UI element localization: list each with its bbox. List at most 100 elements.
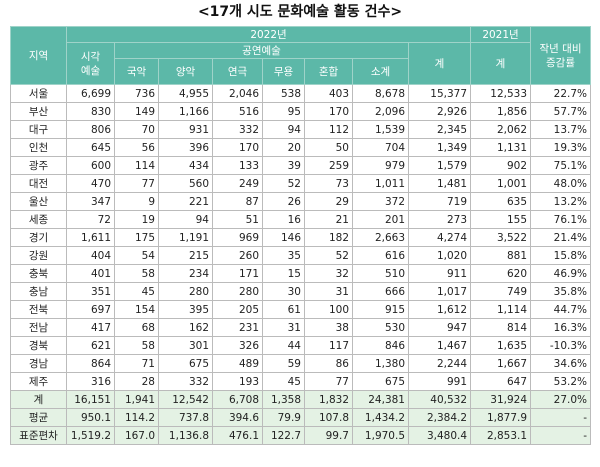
- table-row: 부산 830 149 1,166 516 95 170 2,096 2,926 1,856 57.7…: [10, 102, 592, 121]
- value-cell: 969: [212, 228, 263, 247]
- value-cell: 4,955: [158, 84, 213, 103]
- value-cell: 215: [158, 246, 213, 265]
- value-cell: 9: [114, 192, 159, 211]
- region-cell: 대구: [10, 120, 67, 139]
- value-cell: 31: [304, 282, 353, 301]
- value-cell: 2,244: [407, 354, 472, 373]
- value-cell: 52: [304, 246, 353, 265]
- value-cell: 30: [262, 282, 305, 301]
- value-cell: 647: [470, 372, 532, 391]
- value-cell: 16.3%: [530, 318, 592, 337]
- value-cell: 234: [158, 264, 213, 283]
- value-cell: 15,377: [407, 84, 472, 103]
- value-cell: 1,635: [470, 336, 532, 355]
- value-cell: 1,349: [407, 138, 472, 157]
- value-cell: 15: [262, 264, 305, 283]
- table-row: 충북 401 58 234 171 15 32 510 911 620 46.9%: [10, 264, 592, 283]
- value-cell: 1,136.8: [158, 426, 213, 445]
- value-cell: 146: [262, 228, 305, 247]
- value-cell: 719: [407, 192, 472, 211]
- region-cell: 서울: [10, 84, 67, 103]
- value-cell: 280: [212, 282, 263, 301]
- value-cell: 1,941: [114, 390, 159, 409]
- value-cell: 434: [158, 156, 213, 175]
- value-cell: 401: [66, 264, 115, 283]
- value-cell: 201: [352, 210, 409, 229]
- value-cell: 1,970.5: [352, 426, 409, 445]
- header-cell: 지역: [10, 26, 67, 85]
- value-cell: 635: [470, 192, 532, 211]
- value-cell: 39: [262, 156, 305, 175]
- table-row: 인천 645 56 396 170 20 50 704 1,349 1,131 19.3%: [10, 138, 592, 157]
- value-cell: 2,926: [407, 102, 472, 121]
- header-cell: 연극: [212, 58, 263, 85]
- value-cell: 675: [352, 372, 409, 391]
- value-cell: 881: [470, 246, 532, 265]
- region-cell: 경북: [10, 336, 67, 355]
- value-cell: 2,853.1: [470, 426, 532, 445]
- value-cell: 404: [66, 246, 115, 265]
- value-cell: 50: [304, 138, 353, 157]
- value-cell: 394.6: [212, 408, 263, 427]
- value-cell: 34.6%: [530, 354, 592, 373]
- value-cell: 1,358: [262, 390, 305, 409]
- value-cell: 29: [304, 192, 353, 211]
- value-cell: 75.1%: [530, 156, 592, 175]
- value-cell: 231: [212, 318, 263, 337]
- value-cell: 902: [470, 156, 532, 175]
- value-cell: 2,663: [352, 228, 409, 247]
- value-cell: 13.2%: [530, 192, 592, 211]
- region-cell: 표준편차: [10, 426, 67, 445]
- value-cell: 95: [262, 102, 305, 121]
- table-row: 울산 347 9 221 87 26 29 372 719 635 13.2%: [10, 192, 592, 211]
- value-cell: 70: [114, 120, 159, 139]
- value-cell: 73: [304, 174, 353, 193]
- value-cell: 516: [212, 102, 263, 121]
- region-cell: 전남: [10, 318, 67, 337]
- value-cell: 1,877.9: [470, 408, 532, 427]
- value-cell: 133: [212, 156, 263, 175]
- value-cell: 46.9%: [530, 264, 592, 283]
- value-cell: 21: [304, 210, 353, 229]
- value-cell: 332: [158, 372, 213, 391]
- value-cell: 1,611: [66, 228, 115, 247]
- table-row: 경기 1,611 175 1,191 969 146 182 2,663 4,274 3,522 2…: [10, 228, 592, 247]
- value-cell: 396: [158, 138, 213, 157]
- value-cell: 260: [212, 246, 263, 265]
- region-cell: 울산: [10, 192, 67, 211]
- stats-table: 지역 2022년 2021년 작년 대비 증감률 시각예술 공연예술 계 계 국…: [10, 26, 592, 445]
- value-cell: 24,381: [352, 390, 409, 409]
- value-cell: 915: [352, 300, 409, 319]
- value-cell: 395: [158, 300, 213, 319]
- value-cell: 26: [262, 192, 305, 211]
- value-cell: 170: [212, 138, 263, 157]
- value-cell: 332: [212, 120, 263, 139]
- value-cell: 931: [158, 120, 213, 139]
- value-cell: 600: [66, 156, 115, 175]
- value-cell: 249: [212, 174, 263, 193]
- value-cell: 71: [114, 354, 159, 373]
- value-cell: 21.4%: [530, 228, 592, 247]
- value-cell: 79.9: [262, 408, 305, 427]
- header-cell: 계: [407, 42, 472, 85]
- value-cell: 193: [212, 372, 263, 391]
- value-cell: 182: [304, 228, 353, 247]
- value-cell: 45: [114, 282, 159, 301]
- header-cell: 국악: [114, 58, 159, 85]
- value-cell: 58: [114, 264, 159, 283]
- value-cell: 1,011: [352, 174, 409, 193]
- value-cell: 171: [212, 264, 263, 283]
- value-cell: 846: [352, 336, 409, 355]
- header-cell: 혼합: [304, 58, 353, 85]
- value-cell: 3,522: [470, 228, 532, 247]
- value-cell: 1,114: [470, 300, 532, 319]
- value-cell: 8,678: [352, 84, 409, 103]
- region-cell: 충북: [10, 264, 67, 283]
- value-cell: 538: [262, 84, 305, 103]
- value-cell: 351: [66, 282, 115, 301]
- value-cell: 167.0: [114, 426, 159, 445]
- value-cell: 697: [66, 300, 115, 319]
- value-cell: 814: [470, 318, 532, 337]
- header-cell: 소계: [352, 58, 409, 85]
- value-cell: 704: [352, 138, 409, 157]
